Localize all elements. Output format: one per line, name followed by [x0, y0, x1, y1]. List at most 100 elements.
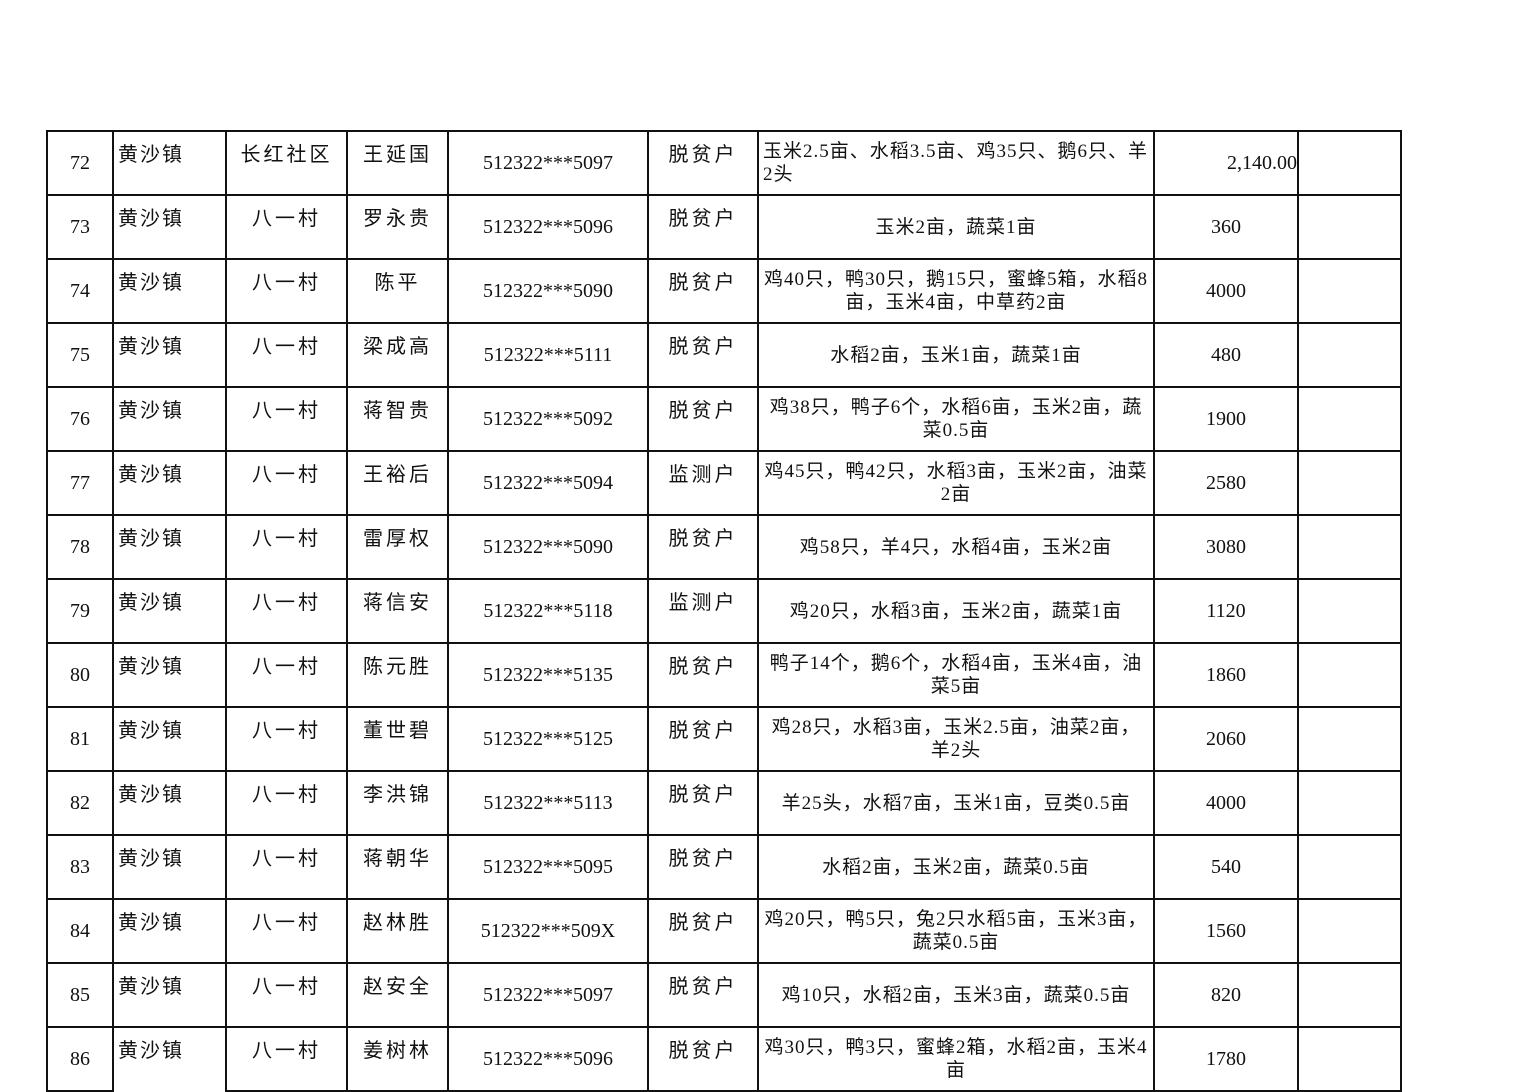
amount-cell: 4000: [1153, 770, 1299, 836]
village-cell: 八一村: [225, 834, 348, 900]
name-cell: 赵林胜: [346, 898, 449, 964]
production-description-cell: 鸡28只，水稻3亩，玉米2.5亩，油菜2亩，羊2头: [757, 706, 1155, 772]
name-cell: 雷厚权: [346, 514, 449, 580]
production-description-cell: 水稻2亩，玉米1亩，蔬菜1亩: [757, 322, 1155, 388]
village-cell: 八一村: [225, 450, 348, 516]
town-cell: 黄沙镇: [112, 706, 227, 772]
household-table: 72 黄沙镇 长红社区 王延国 512322***5097 脱贫户 玉米2.5亩、水稻3.5…: [46, 130, 1402, 1092]
production-description-cell: 鸡20只，水稻3亩，玉米2亩，蔬菜1亩: [757, 578, 1155, 644]
row-number-cell: 79: [46, 578, 114, 644]
note-cell: [1297, 130, 1402, 196]
note-cell: [1297, 834, 1402, 900]
household-type-cell: 脱贫户: [647, 514, 759, 580]
production-description-cell: 玉米2亩，蔬菜1亩: [757, 194, 1155, 260]
row-number-cell: 84: [46, 898, 114, 964]
id-number-cell: 512322***509X: [447, 898, 649, 964]
town-cell: 黄沙镇: [112, 962, 227, 1028]
production-description-cell: 鸡38只，鸭子6个，水稻6亩，玉米2亩，蔬菜0.5亩: [757, 386, 1155, 452]
amount-cell: 480: [1153, 322, 1299, 388]
town-cell: 黄沙镇: [112, 386, 227, 452]
amount-cell: 3080: [1153, 514, 1299, 580]
amount-cell: 1900: [1153, 386, 1299, 452]
production-description-cell: 水稻2亩，玉米2亩，蔬菜0.5亩: [757, 834, 1155, 900]
town-cell: 黄沙镇: [112, 578, 227, 644]
production-description-cell: 羊25头，水稻7亩，玉米1亩，豆类0.5亩: [757, 770, 1155, 836]
row-number-cell: 81: [46, 706, 114, 772]
production-description-cell: 鸡30只，鸭3只，蜜蜂2箱，水稻2亩，玉米4亩: [757, 1026, 1155, 1092]
amount-cell: 1560: [1153, 898, 1299, 964]
table-row: 72 黄沙镇 长红社区 王延国 512322***5097 脱贫户 玉米2.5亩、水稻3.5…: [46, 130, 1402, 196]
production-description-cell: 玉米2.5亩、水稻3.5亩、鸡35只、鹅6只、羊2头: [757, 130, 1155, 196]
table-row: 76 黄沙镇 八一村 蒋智贵 512322***5092 脱贫户 鸡38只，鸭子6个，水稻6…: [46, 386, 1402, 452]
amount-cell: 2,140.00: [1153, 130, 1299, 196]
id-number-cell: 512322***5096: [447, 1026, 649, 1092]
row-number-cell: 80: [46, 642, 114, 708]
village-cell: 八一村: [225, 514, 348, 580]
household-type-cell: 脱贫户: [647, 898, 759, 964]
note-cell: [1297, 642, 1402, 708]
note-cell: [1297, 578, 1402, 644]
town-cell: 黄沙镇: [112, 770, 227, 836]
amount-cell: 1860: [1153, 642, 1299, 708]
amount-cell: 1120: [1153, 578, 1299, 644]
id-number-cell: 512322***5125: [447, 706, 649, 772]
name-cell: 蒋信安: [346, 578, 449, 644]
id-number-cell: 512322***5094: [447, 450, 649, 516]
name-cell: 姜树林: [346, 1026, 449, 1092]
amount-cell: 2580: [1153, 450, 1299, 516]
row-number-cell: 82: [46, 770, 114, 836]
town-cell: 黄沙镇: [112, 258, 227, 324]
production-description-cell: 鸡20只，鸭5只，兔2只水稻5亩，玉米3亩，蔬菜0.5亩: [757, 898, 1155, 964]
village-cell: 八一村: [225, 1026, 348, 1092]
village-cell: 八一村: [225, 642, 348, 708]
village-cell: 八一村: [225, 770, 348, 836]
note-cell: [1297, 322, 1402, 388]
town-cell: 黄沙镇: [112, 642, 227, 708]
name-cell: 王裕后: [346, 450, 449, 516]
village-cell: 八一村: [225, 322, 348, 388]
note-cell: [1297, 194, 1402, 260]
household-type-cell: 脱贫户: [647, 706, 759, 772]
table-row: 80 黄沙镇 八一村 陈元胜 512322***5135 脱贫户 鸭子14个，鹅6个，水稻4…: [46, 642, 1402, 708]
row-number-cell: 74: [46, 258, 114, 324]
production-description-cell: 鸡40只，鸭30只，鹅15只，蜜蜂5箱，水稻8亩，玉米4亩，中草药2亩: [757, 258, 1155, 324]
name-cell: 陈平: [346, 258, 449, 324]
household-type-cell: 监测户: [647, 450, 759, 516]
row-number-cell: 78: [46, 514, 114, 580]
note-cell: [1297, 962, 1402, 1028]
production-description-cell: 鸡10只，水稻2亩，玉米3亩，蔬菜0.5亩: [757, 962, 1155, 1028]
town-cell: 黄沙镇: [112, 322, 227, 388]
id-number-cell: 512322***5092: [447, 386, 649, 452]
production-description-cell: 鸡45只，鸭42只，水稻3亩，玉米2亩，油菜2亩: [757, 450, 1155, 516]
table-row: 79 黄沙镇 八一村 蒋信安 512322***5118 监测户 鸡20只，水稻3亩，玉米2…: [46, 578, 1402, 644]
row-number-cell: 73: [46, 194, 114, 260]
name-cell: 陈元胜: [346, 642, 449, 708]
note-cell: [1297, 770, 1402, 836]
note-cell: [1297, 450, 1402, 516]
village-cell: 八一村: [225, 962, 348, 1028]
note-cell: [1297, 1026, 1402, 1092]
name-cell: 蒋朝华: [346, 834, 449, 900]
household-type-cell: 脱贫户: [647, 642, 759, 708]
production-description-cell: 鸡58只，羊4只，水稻4亩，玉米2亩: [757, 514, 1155, 580]
amount-cell: 4000: [1153, 258, 1299, 324]
household-type-cell: 脱贫户: [647, 194, 759, 260]
id-number-cell: 512322***5135: [447, 642, 649, 708]
town-cell: 黄沙镇: [112, 898, 227, 964]
household-type-cell: 脱贫户: [647, 834, 759, 900]
id-number-cell: 512322***5090: [447, 258, 649, 324]
name-cell: 蒋智贵: [346, 386, 449, 452]
village-cell: 八一村: [225, 386, 348, 452]
town-cell: 黄沙镇: [112, 1026, 227, 1091]
table-row: 83 黄沙镇 八一村 蒋朝华 512322***5095 脱贫户 水稻2亩，玉米2亩，蔬菜0…: [46, 834, 1402, 900]
note-cell: [1297, 898, 1402, 964]
name-cell: 赵安全: [346, 962, 449, 1028]
table-row: 73 黄沙镇 八一村 罗永贵 512322***5096 脱贫户 玉米2亩，蔬菜1亩 360: [46, 194, 1402, 260]
id-number-cell: 512322***5118: [447, 578, 649, 644]
id-number-cell: 512322***5090: [447, 514, 649, 580]
household-type-cell: 脱贫户: [647, 1026, 759, 1092]
id-number-cell: 512322***5097: [447, 962, 649, 1028]
village-cell: 八一村: [225, 898, 348, 964]
row-number-cell: 76: [46, 386, 114, 452]
table-row: 75 黄沙镇 八一村 梁成高 512322***5111 脱贫户 水稻2亩，玉米1亩，蔬菜1…: [46, 322, 1402, 388]
